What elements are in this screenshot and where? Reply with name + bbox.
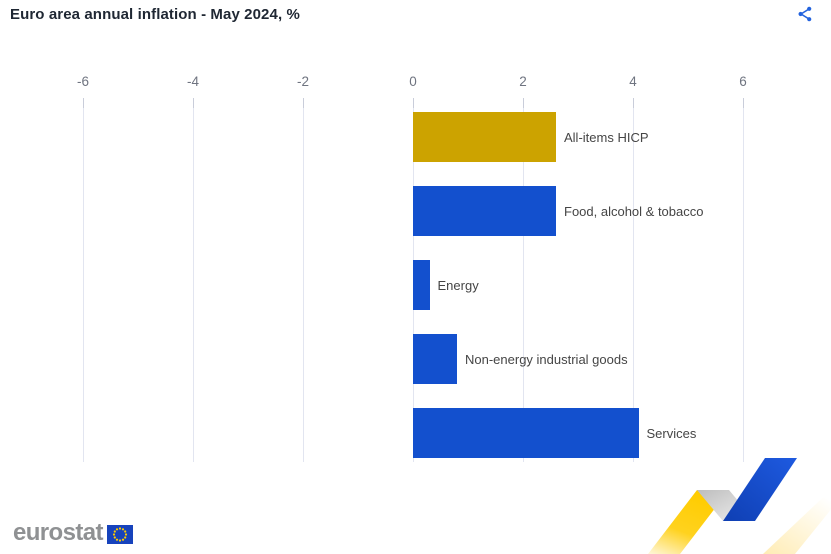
x-axis-tick-label: -4 <box>186 74 200 89</box>
bar-label-all-items-hicp: All-items HICP <box>564 129 649 145</box>
bar-non-energy-industrial-goods[interactable] <box>413 334 457 384</box>
page-title: Euro area annual inflation - May 2024, % <box>10 6 300 23</box>
axis-tickmark <box>633 98 634 108</box>
axis-tickmark <box>743 98 744 108</box>
eu-flag-stars <box>112 526 127 542</box>
bar-services[interactable] <box>413 408 639 458</box>
chart-header: Euro area annual inflation - May 2024, % <box>0 0 831 34</box>
eurostat-logo: eurostat <box>13 518 133 548</box>
bar-all-items-hicp[interactable] <box>413 112 556 162</box>
bar-energy[interactable] <box>413 260 430 310</box>
gridline <box>303 98 304 462</box>
gridline <box>743 98 744 462</box>
gridline <box>523 98 524 462</box>
gridline <box>633 98 634 462</box>
axis-tickmark <box>193 98 194 108</box>
gridline <box>83 98 84 462</box>
eu-flag-icon <box>106 524 133 544</box>
x-axis-tick-label: 0 <box>409 74 417 89</box>
eurostat-logo-text: eurostat <box>13 519 103 546</box>
x-axis-tick-label: -6 <box>76 74 90 89</box>
bar-label-food-alcohol-tobacco: Food, alcohol & tobacco <box>564 203 704 219</box>
gridline <box>193 98 194 462</box>
x-axis-tick-label: -2 <box>296 74 310 89</box>
x-axis-tick-label: 2 <box>519 74 527 89</box>
bar-label-services: Services <box>646 425 697 441</box>
axis-tickmark <box>83 98 84 108</box>
x-axis-tick-label: 6 <box>739 74 747 89</box>
x-axis-tick-label: 4 <box>629 74 637 89</box>
axis-tickmark <box>523 98 524 108</box>
bar-food-alcohol-tobacco[interactable] <box>413 186 556 236</box>
share-icon[interactable] <box>795 4 815 24</box>
bar-label-non-energy-industrial-goods: Non-energy industrial goods <box>465 351 628 367</box>
axis-tickmark <box>413 98 414 108</box>
bar-label-energy: Energy <box>437 277 479 293</box>
axis-tickmark <box>303 98 304 108</box>
